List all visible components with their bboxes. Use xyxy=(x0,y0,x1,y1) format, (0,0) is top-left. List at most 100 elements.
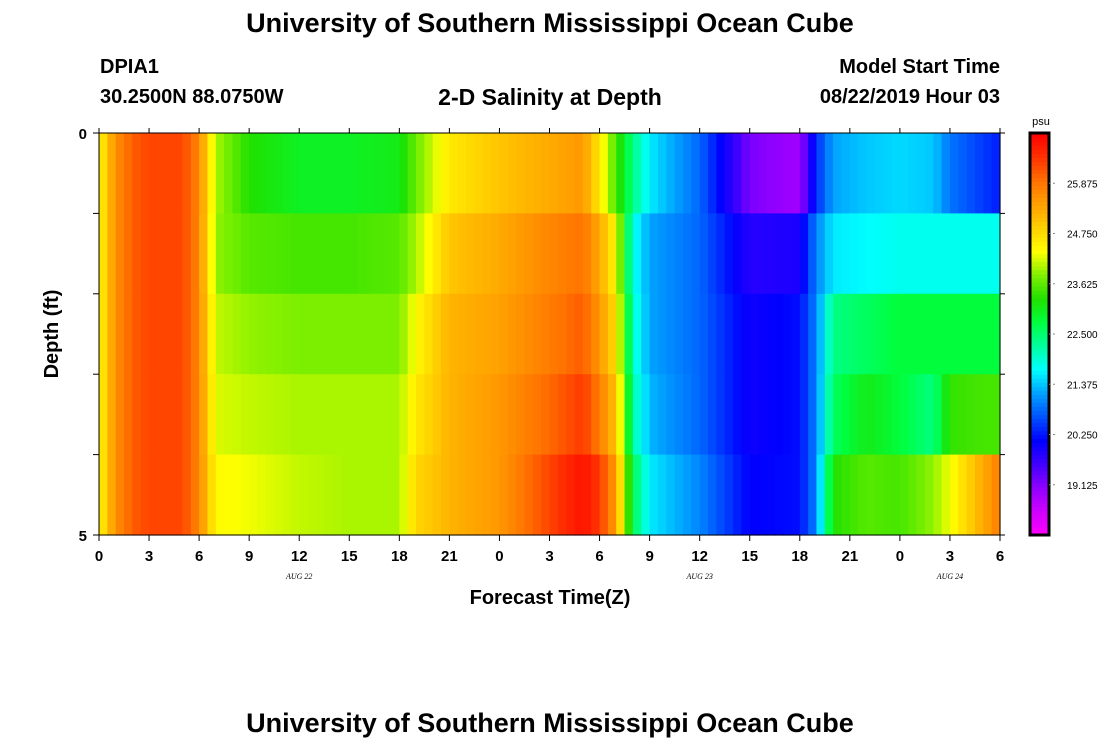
heatmap-cell xyxy=(699,454,709,536)
heatmap-cell xyxy=(566,293,576,375)
heatmap-cell xyxy=(532,293,542,375)
heatmap-cell xyxy=(858,293,868,375)
heatmap-cell xyxy=(107,213,117,295)
heatmap-cell xyxy=(115,293,125,375)
heatmap-cell xyxy=(140,374,150,456)
model-start-value: 08/22/2019 Hour 03 xyxy=(819,86,1000,108)
heatmap-cell xyxy=(574,293,584,375)
heatmap-cell xyxy=(457,293,467,375)
heatmap-cell xyxy=(883,454,893,536)
heatmap-cell xyxy=(908,293,918,375)
heatmap-cell xyxy=(265,293,275,375)
heatmap-cell xyxy=(507,454,517,536)
heatmap-cell xyxy=(607,374,617,456)
heatmap-cell xyxy=(290,213,300,295)
heatmap-cell xyxy=(299,133,309,214)
heatmap-cell xyxy=(991,454,1001,536)
heatmap-cell xyxy=(924,374,934,456)
x-tick-label: 6 xyxy=(595,548,603,565)
heatmap-cell xyxy=(766,374,776,456)
heatmap-cell xyxy=(916,293,926,375)
heatmap-cell xyxy=(699,293,709,375)
heatmap-cell xyxy=(240,133,250,214)
heatmap-cell xyxy=(641,374,651,456)
heatmap-cell xyxy=(883,374,893,456)
heatmap-cell xyxy=(891,374,901,456)
heatmap-cell xyxy=(374,293,384,375)
heatmap-cell xyxy=(858,454,868,536)
colorbar-swatch xyxy=(1030,241,1049,247)
heatmap-cell xyxy=(340,454,350,536)
heatmap-cell xyxy=(482,293,492,375)
x-tick-label: 9 xyxy=(245,548,253,565)
heatmap-cell xyxy=(749,374,759,456)
heatmap-cell xyxy=(699,133,709,214)
colorbar-swatch xyxy=(1030,362,1049,367)
heatmap-cell xyxy=(699,374,709,456)
y-tick-label: 5 xyxy=(79,528,87,545)
heatmap-cell xyxy=(466,213,476,295)
colorbar-swatch xyxy=(1030,205,1049,210)
heatmap-cell xyxy=(282,374,292,456)
heatmap-cell xyxy=(274,133,284,214)
heatmap-cell xyxy=(899,133,909,214)
heatmap-cell xyxy=(115,213,125,295)
colorbar-swatch xyxy=(1030,185,1049,190)
heatmap-cell xyxy=(582,374,592,456)
heatmap-cell xyxy=(307,374,317,456)
heatmap-cell xyxy=(816,133,826,214)
heatmap-cell xyxy=(958,213,968,295)
heatmap-cell xyxy=(532,213,542,295)
heatmap-cell xyxy=(566,454,576,536)
heatmap-cell xyxy=(958,454,968,536)
heatmap-cell xyxy=(849,293,859,375)
heatmap-cell xyxy=(149,454,158,536)
heatmap-cell xyxy=(199,213,209,295)
heatmap-cell xyxy=(632,133,642,214)
heatmap-cell xyxy=(941,374,951,456)
colorbar-swatch xyxy=(1030,305,1049,311)
colorbar-swatch xyxy=(1030,350,1049,355)
heatmap-cell xyxy=(724,454,734,536)
heatmap-cell xyxy=(516,454,526,536)
colorbar-swatch xyxy=(1030,157,1049,162)
heatmap-cell xyxy=(741,293,751,375)
heatmap-cell xyxy=(165,374,175,456)
heatmap-cell xyxy=(232,293,242,375)
colorbar-swatch xyxy=(1030,249,1049,255)
heatmap-cell xyxy=(724,293,734,375)
heatmap-cell xyxy=(249,454,259,536)
heatmap-cell xyxy=(265,454,275,536)
heatmap-cell xyxy=(958,374,968,456)
heatmap-cell xyxy=(966,454,976,536)
heatmap-cell xyxy=(758,133,767,214)
heatmap-cell xyxy=(499,293,509,375)
heatmap-cell xyxy=(691,454,701,536)
colorbar-swatch xyxy=(1030,358,1049,363)
heatmap-cell xyxy=(708,133,717,214)
date-label: AUG 24 xyxy=(936,572,963,581)
heatmap-cell xyxy=(799,374,809,456)
heatmap-cell xyxy=(808,454,818,536)
heatmap-cell xyxy=(749,213,759,295)
heatmap-cell xyxy=(632,374,642,456)
x-tick-label: 15 xyxy=(341,548,358,565)
heatmap-cell xyxy=(849,454,859,536)
colorbar-swatch xyxy=(1030,245,1049,251)
heatmap-cell xyxy=(532,454,542,536)
heatmap-cell xyxy=(290,374,300,456)
heatmap-cell xyxy=(349,454,359,536)
heatmap-cell xyxy=(641,213,651,295)
colorbar-swatch xyxy=(1030,442,1049,448)
heatmap-cell xyxy=(582,213,592,295)
heatmap-cell xyxy=(441,374,450,456)
heatmap-cell xyxy=(949,293,959,375)
heatmap-cell xyxy=(365,374,375,456)
heatmap-cell xyxy=(833,293,843,375)
heatmap-cell xyxy=(933,374,943,456)
heatmap-cell xyxy=(616,374,626,456)
heatmap-cell xyxy=(891,454,901,536)
colorbar-swatch xyxy=(1030,374,1049,379)
heatmap-cell xyxy=(182,213,192,295)
x-axis-label: Forecast Time(Z) xyxy=(470,587,631,609)
